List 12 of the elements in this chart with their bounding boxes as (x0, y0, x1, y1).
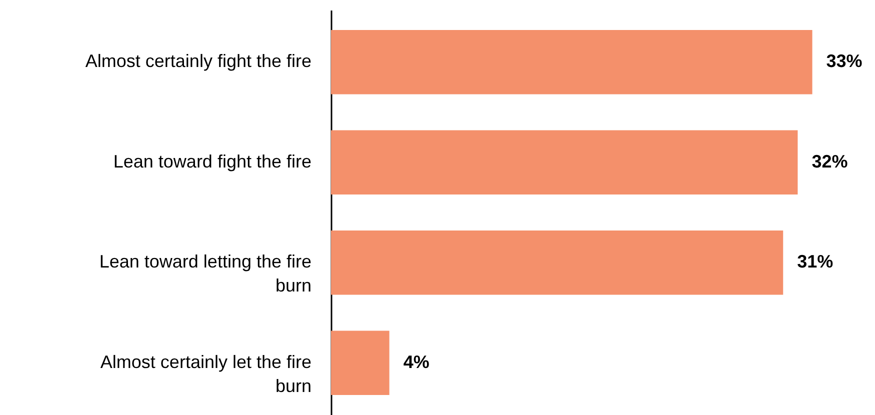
y-tick-label: Lean toward fight the fire (113, 151, 312, 172)
y-tick-label: Almost certainly fight the fire (85, 51, 312, 72)
data-label: 33% (826, 51, 862, 72)
data-label: 4% (403, 352, 430, 372)
bar (331, 30, 812, 94)
data-label: 32% (812, 151, 848, 172)
bar (331, 330, 390, 395)
bar (331, 130, 798, 194)
y-tick-label: Lean toward letting the fire burn (99, 252, 312, 296)
y-tick-label: Almost certainly let the fire burn (100, 352, 312, 396)
bar (331, 230, 784, 295)
data-label: 31% (797, 252, 834, 272)
